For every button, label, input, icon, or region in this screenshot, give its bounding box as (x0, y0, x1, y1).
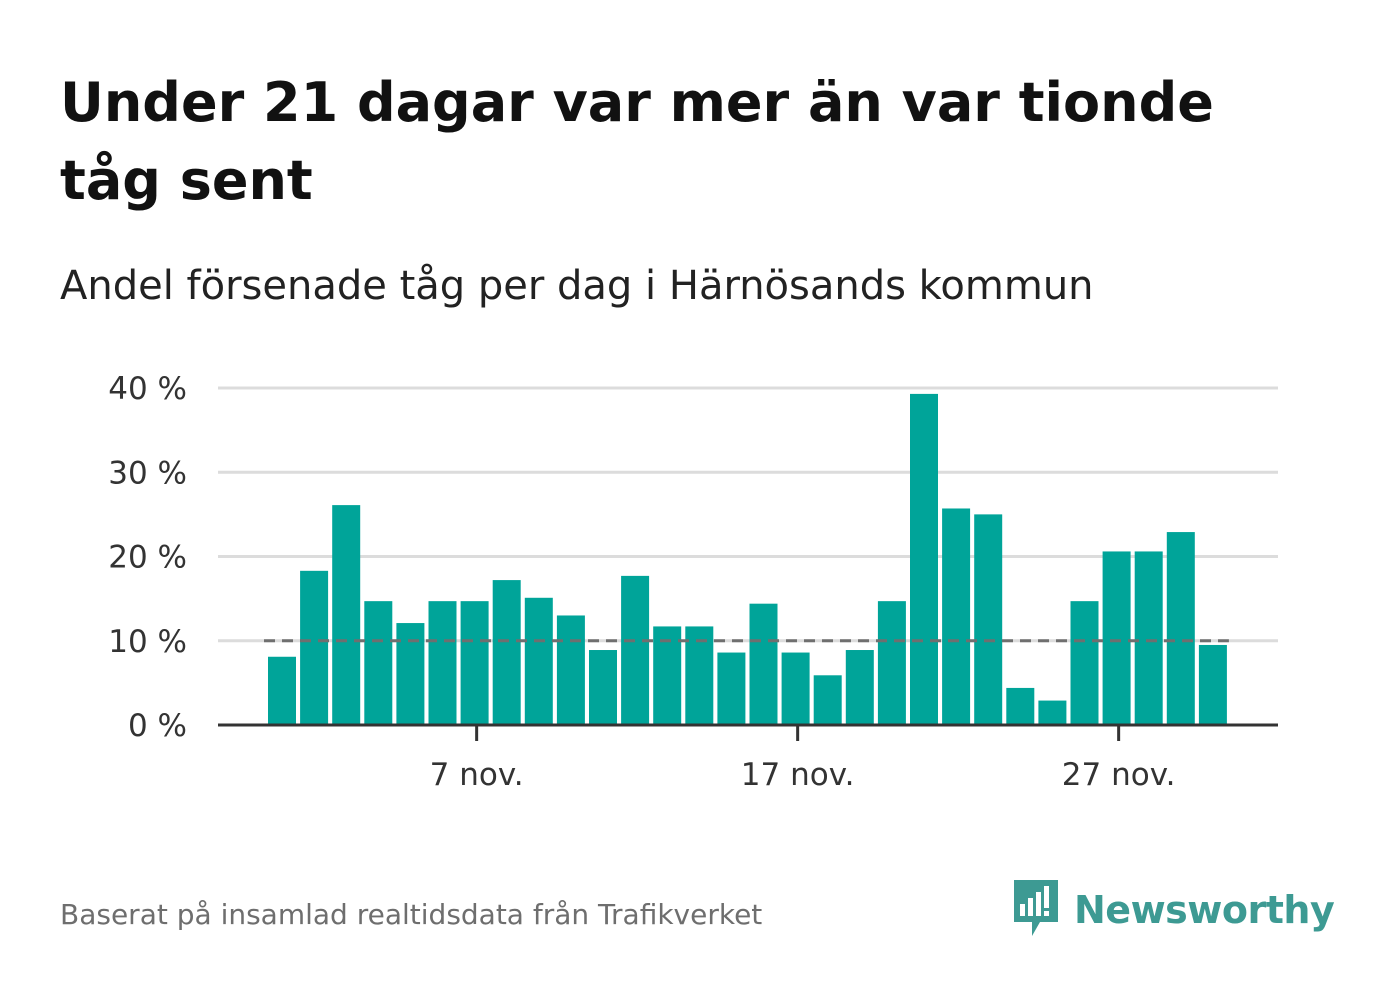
source-note: Baserat på insamlad realtidsdata från Tr… (60, 898, 763, 931)
bar (942, 508, 971, 725)
bar (396, 623, 425, 725)
axes: 0 % 10 % 20 % 30 % 40 % 7 nov. 17 nov. 27 nov. (108, 371, 1278, 793)
bar (621, 575, 650, 725)
bar (749, 603, 778, 725)
bar (1070, 601, 1099, 725)
y-tick-label: 20 % (108, 540, 187, 576)
chart-title: Under 21 dagar var mer än var tionde tåg… (60, 71, 1214, 212)
x-tick-label: 17 nov. (741, 757, 855, 793)
bar (813, 675, 842, 725)
bar (877, 601, 906, 725)
bar (364, 601, 393, 725)
bar (910, 393, 938, 725)
brand-name: Newsworthy (1074, 888, 1335, 932)
bar (556, 615, 585, 725)
brand-logo[interactable]: Newsworthy (1010, 878, 1335, 942)
y-tick-label: 40 % (108, 371, 187, 407)
bar (332, 505, 361, 725)
bar (1134, 551, 1163, 725)
bar (492, 580, 521, 725)
bar (300, 570, 329, 725)
bar (428, 601, 457, 725)
bar (589, 650, 617, 725)
bars (268, 393, 1227, 725)
bar (685, 626, 714, 725)
bar (524, 597, 553, 725)
bar (653, 626, 682, 725)
bar (845, 650, 874, 725)
bar (460, 601, 489, 725)
bar (1006, 687, 1035, 725)
newsworthy-logo-icon (1010, 878, 1062, 942)
chart-subtitle: Andel försenade tåg per dag i Härnösands… (60, 263, 1094, 309)
bar (974, 514, 1003, 725)
x-tick-label: 27 nov. (1062, 757, 1176, 793)
y-tick-label: 30 % (108, 455, 187, 491)
y-tick-label: 0 % (128, 708, 187, 744)
bar (1102, 551, 1131, 725)
y-tick-label: 10 % (108, 624, 187, 660)
bar (268, 656, 296, 725)
bar (1038, 700, 1067, 725)
x-tick-label: 7 nov. (430, 757, 524, 793)
bar (1166, 532, 1195, 725)
bar (781, 652, 810, 725)
bar (1198, 644, 1227, 725)
bar (717, 652, 746, 725)
